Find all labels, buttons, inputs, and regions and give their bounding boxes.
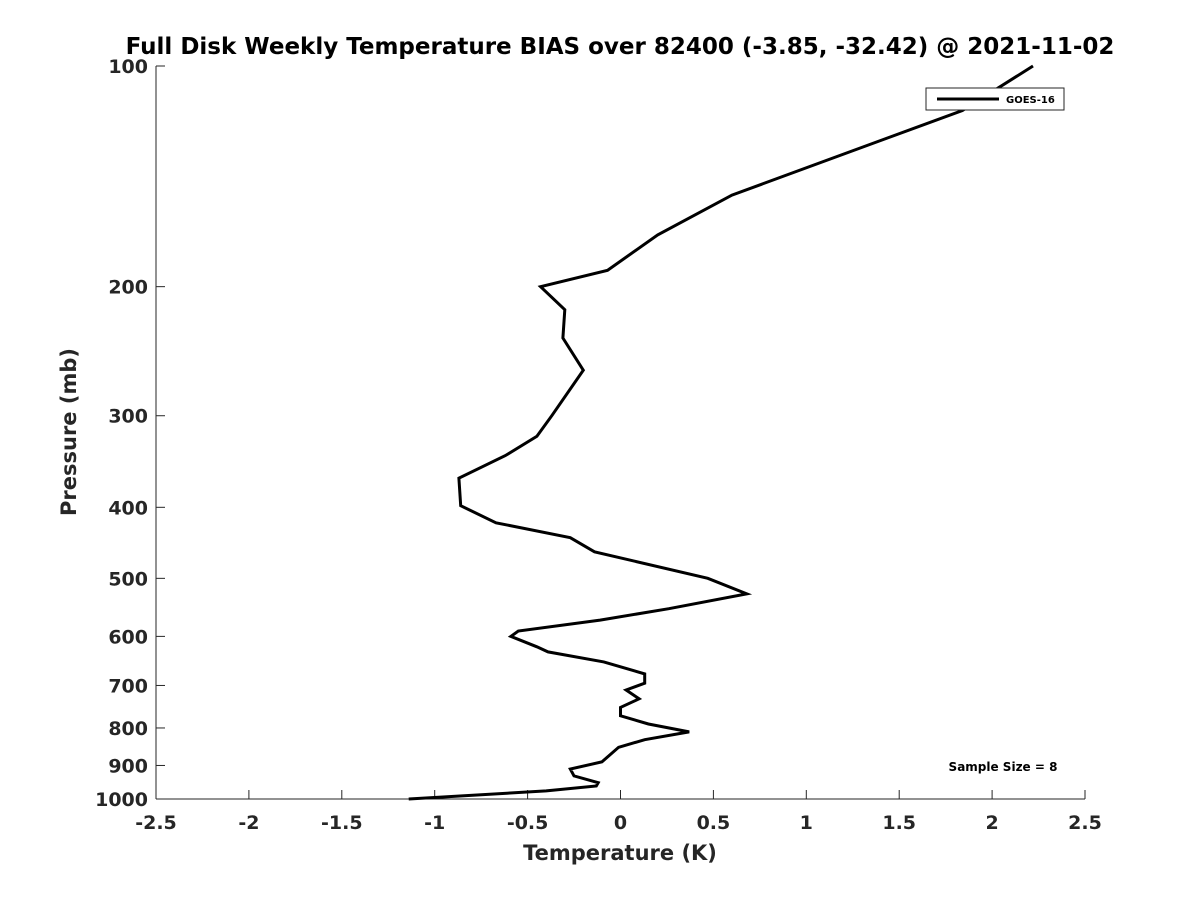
series-line-goes-16 xyxy=(408,64,1034,801)
x-tick-label: -2.5 xyxy=(135,812,177,834)
y-tick-label: 800 xyxy=(108,718,148,740)
y-tick-label: 300 xyxy=(108,406,148,428)
x-tick-label: 1.5 xyxy=(882,812,916,834)
x-tick-label: 0.5 xyxy=(697,812,731,834)
y-tick-label: 200 xyxy=(108,277,148,299)
x-tick-label: -0.5 xyxy=(507,812,549,834)
y-tick-label: 600 xyxy=(108,626,148,648)
y-tick-group: 100 200 300 400 500 600 700 800 900 1000 xyxy=(95,56,165,811)
sample-size-annotation: Sample Size = 8 xyxy=(949,760,1058,774)
y-tick-label: 100 xyxy=(108,56,148,78)
x-tick-group: -2.5 -2 -1.5 -1 -0.5 0 0.5 1 1.5 2 2.5 xyxy=(135,790,1102,834)
x-tick-label: -1.5 xyxy=(321,812,363,834)
chart-title: Full Disk Weekly Temperature BIAS over 8… xyxy=(126,34,1115,60)
y-tick-label: 500 xyxy=(108,568,148,590)
x-tick-label: -1 xyxy=(424,812,445,834)
series-layer xyxy=(408,64,1034,801)
y-axis-label: Pressure (mb) xyxy=(57,348,81,516)
y-tick-label: 900 xyxy=(108,755,148,777)
x-tick-label: 2.5 xyxy=(1068,812,1102,834)
plot-area xyxy=(156,66,1085,799)
y-tick-label: 1000 xyxy=(95,789,148,811)
x-axis-label: Temperature (K) xyxy=(523,841,717,865)
y-tick-label: 400 xyxy=(108,497,148,519)
x-tick-label: 1 xyxy=(800,812,813,834)
x-tick-label: 2 xyxy=(985,812,998,834)
x-tick-label: -2 xyxy=(238,812,259,834)
y-tick-label: 700 xyxy=(108,675,148,697)
x-tick-label: 0 xyxy=(614,812,627,834)
legend: GOES-16 xyxy=(925,87,1065,111)
legend-label-goes-16: GOES-16 xyxy=(1006,95,1055,106)
